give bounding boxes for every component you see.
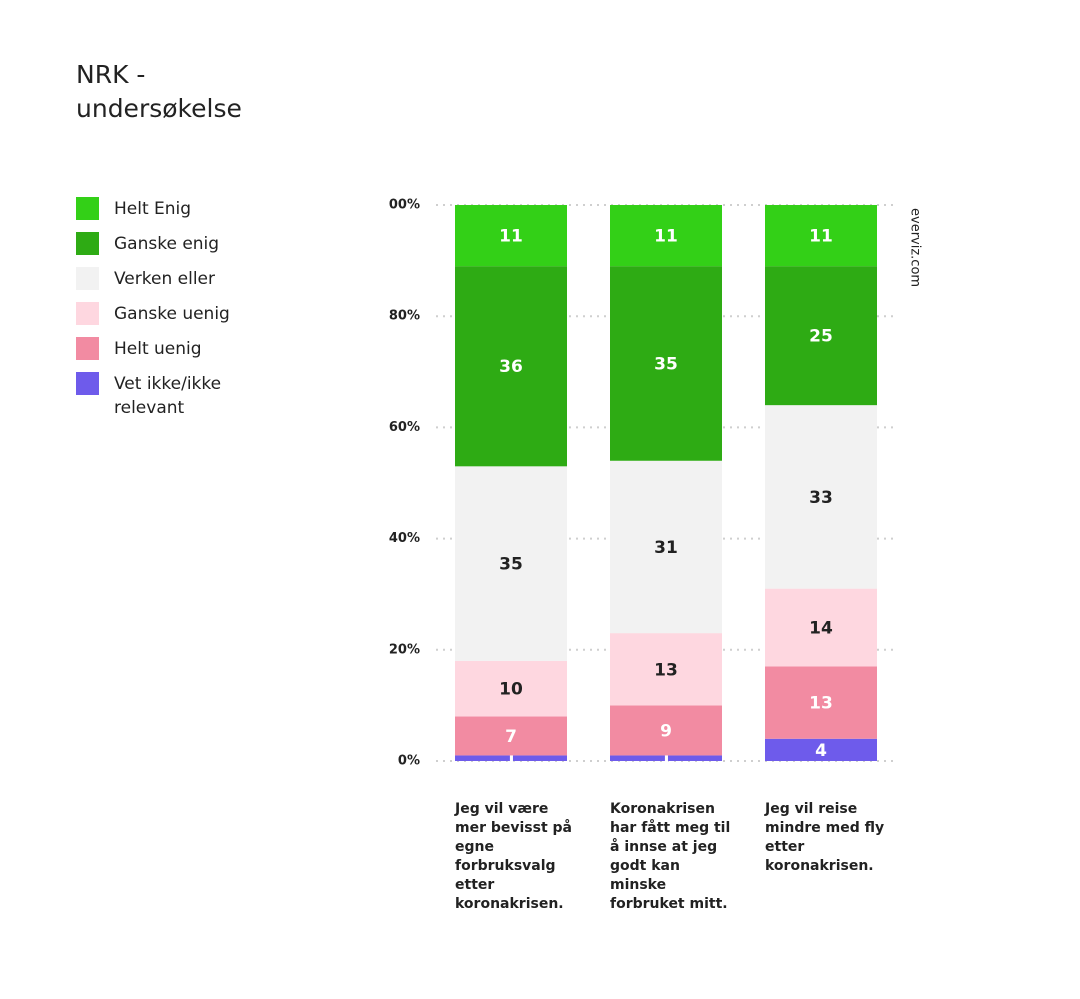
data-label: 25 <box>809 327 833 347</box>
legend-item: Helt uenig <box>76 337 264 361</box>
data-label: 11 <box>654 227 678 247</box>
bar-segment <box>765 666 877 739</box>
data-label: 36 <box>499 357 523 377</box>
legend-label: Helt Enig <box>114 199 192 219</box>
chart-title: NRK - undersøkelse <box>76 60 242 123</box>
data-label: 14 <box>809 619 833 639</box>
bar-segment <box>455 266 567 467</box>
bar-segment <box>455 205 567 267</box>
data-label: 10 <box>499 680 523 700</box>
x-tick-label: Jeg vil reise mindre med fly etter koron… <box>765 801 885 874</box>
legend-item: Helt Enig <box>76 197 264 221</box>
bar-segment <box>765 405 877 589</box>
legend-swatch <box>76 302 99 325</box>
legend-label: Helt uenig <box>114 339 202 359</box>
bar-segment <box>765 738 877 761</box>
y-tick-label: 60% <box>389 420 420 435</box>
legend-label: Ganske uenig <box>114 304 230 324</box>
data-label: 1 <box>505 749 517 769</box>
bar-segment <box>455 716 567 756</box>
data-label: 35 <box>499 555 523 575</box>
y-tick-label: 80% <box>389 309 420 324</box>
legend-label: Verken eller <box>114 269 215 289</box>
data-label: 11 <box>809 227 833 247</box>
credit: everviz.com <box>908 208 923 287</box>
bar-segment <box>610 755 722 761</box>
y-tick-label: 0% <box>398 754 420 769</box>
y-tick-label: 20% <box>389 642 420 657</box>
bar-segment <box>765 588 877 667</box>
data-label: 31 <box>654 538 678 558</box>
bar-segment <box>610 705 722 756</box>
bar-segment <box>610 460 722 634</box>
legend-label: Vet ikke/ikke relevant <box>114 374 222 418</box>
bar-segment <box>610 266 722 461</box>
y-tick-label: 40% <box>389 531 420 546</box>
y-tick-label: 00% <box>389 198 420 213</box>
bar-segment <box>610 633 722 706</box>
legend-item: Verken eller <box>76 267 264 291</box>
x-tick-label: Jeg vil være mer bevisst på egne forbruk… <box>455 801 573 912</box>
bar-segment <box>455 660 567 717</box>
x-tick-label: Koronakrisen har fått meg til å innse at… <box>610 801 731 912</box>
data-label: 11 <box>499 227 523 247</box>
bar-segment <box>610 205 722 267</box>
legend-swatch <box>76 197 99 220</box>
data-label: 33 <box>809 488 833 508</box>
data-label: 7 <box>505 727 517 747</box>
bar-segment <box>765 205 877 267</box>
legend-item: Vet ikke/ikke relevant <box>76 372 264 420</box>
data-label: 9 <box>660 721 672 741</box>
legend-swatch <box>76 337 99 360</box>
data-label: 35 <box>654 354 678 374</box>
data-label: 13 <box>654 660 678 680</box>
legend-label: Ganske enig <box>114 234 220 254</box>
legend-swatch <box>76 232 99 255</box>
data-label: 4 <box>815 741 827 761</box>
bar-segment <box>455 755 567 761</box>
bar-segment <box>455 466 567 661</box>
data-label: 1 <box>660 749 672 769</box>
legend-swatch <box>76 267 99 290</box>
legend-item: Ganske enig <box>76 232 264 256</box>
data-label: 13 <box>809 694 833 714</box>
bar-segment <box>765 266 877 406</box>
legend-item: Ganske uenig <box>76 302 264 326</box>
legend-swatch <box>76 372 99 395</box>
